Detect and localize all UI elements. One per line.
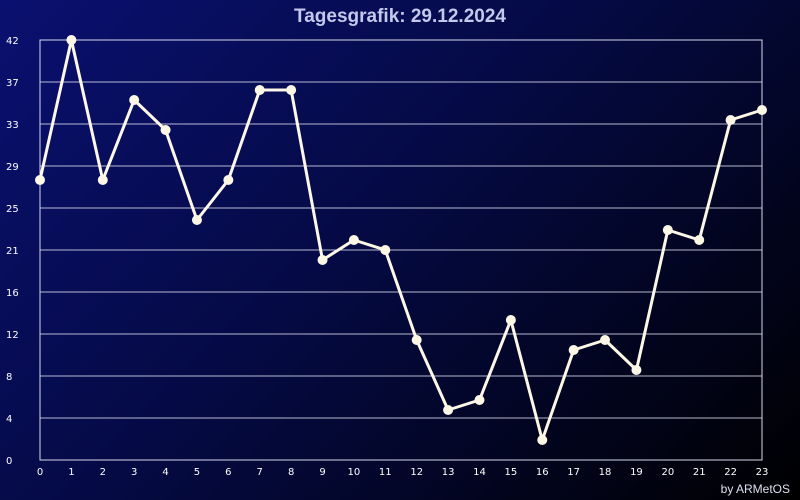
y-tick-label: 12 bbox=[6, 330, 19, 341]
x-tick-label: 8 bbox=[288, 467, 294, 478]
data-point bbox=[725, 115, 736, 125]
y-axis-ticks: 0 4 8 12 16 21 25 29 33 37 42 bbox=[6, 36, 19, 467]
data-point bbox=[757, 105, 767, 115]
data-point bbox=[537, 435, 548, 445]
x-tick-label: 16 bbox=[536, 467, 549, 478]
x-tick-label: 12 bbox=[410, 467, 423, 478]
y-tick-label: 0 bbox=[6, 456, 12, 467]
y-tick-label: 29 bbox=[6, 162, 19, 173]
x-axis-ticks: 0 1 2 3 4 5 6 7 8 9 10 11 12 13 14 15 16 17 18 19 20 21 22 23 bbox=[37, 467, 769, 478]
x-tick-label: 17 bbox=[567, 467, 580, 478]
x-tick-label: 1 bbox=[68, 467, 74, 478]
data-point bbox=[286, 85, 297, 95]
data-point bbox=[97, 175, 108, 185]
data-point bbox=[317, 255, 328, 265]
series-line bbox=[38, 38, 763, 442]
x-tick-label: 14 bbox=[473, 467, 486, 478]
x-tick-label: 19 bbox=[630, 467, 643, 478]
x-tick-label: 21 bbox=[693, 467, 706, 478]
data-point bbox=[568, 345, 579, 355]
data-point bbox=[505, 315, 516, 325]
data-point bbox=[411, 335, 422, 345]
data-point bbox=[348, 235, 359, 245]
y-tick-label: 16 bbox=[6, 288, 19, 299]
x-tick-label: 20 bbox=[661, 467, 674, 478]
data-point bbox=[35, 175, 45, 185]
series-layer bbox=[35, 35, 767, 445]
x-tick-label: 2 bbox=[100, 467, 106, 478]
data-point bbox=[254, 85, 265, 95]
credit-text: by ARMetOS bbox=[720, 482, 790, 496]
x-tick-label: 10 bbox=[348, 467, 361, 478]
data-point bbox=[380, 245, 391, 255]
y-tick-label: 42 bbox=[6, 36, 19, 47]
x-tick-label: 5 bbox=[194, 467, 200, 478]
y-tick-label: 21 bbox=[6, 246, 19, 257]
y-tick-label: 25 bbox=[6, 204, 19, 215]
x-tick-label: 13 bbox=[442, 467, 455, 478]
x-tick-label: 6 bbox=[225, 467, 231, 478]
x-tick-label: 23 bbox=[756, 467, 769, 478]
y-tick-label: 8 bbox=[6, 372, 12, 383]
data-point bbox=[191, 215, 202, 225]
data-point bbox=[474, 395, 485, 405]
grid-lines bbox=[40, 81, 762, 419]
data-point bbox=[631, 365, 642, 375]
x-tick-label: 15 bbox=[505, 467, 518, 478]
y-tick-label: 33 bbox=[6, 120, 19, 131]
plot-frame bbox=[39, 39, 763, 461]
data-point bbox=[129, 95, 140, 105]
y-tick-label: 4 bbox=[6, 414, 12, 425]
data-point bbox=[223, 175, 234, 185]
data-point bbox=[443, 405, 454, 415]
x-tick-label: 11 bbox=[379, 467, 392, 478]
data-point bbox=[160, 125, 171, 135]
x-tick-label: 18 bbox=[599, 467, 612, 478]
x-tick-label: 3 bbox=[131, 467, 137, 478]
data-point bbox=[600, 335, 611, 345]
y-tick-label: 37 bbox=[6, 78, 19, 89]
data-point bbox=[694, 235, 705, 245]
data-point bbox=[66, 35, 77, 45]
x-tick-label: 0 bbox=[37, 467, 43, 478]
chart-title: Tagesgrafik: 29.12.2024 bbox=[294, 6, 506, 27]
data-point bbox=[662, 225, 673, 235]
x-tick-label: 22 bbox=[724, 467, 737, 478]
x-tick-label: 7 bbox=[257, 467, 263, 478]
x-tick-label: 9 bbox=[319, 467, 325, 478]
x-tick-label: 4 bbox=[162, 467, 168, 478]
